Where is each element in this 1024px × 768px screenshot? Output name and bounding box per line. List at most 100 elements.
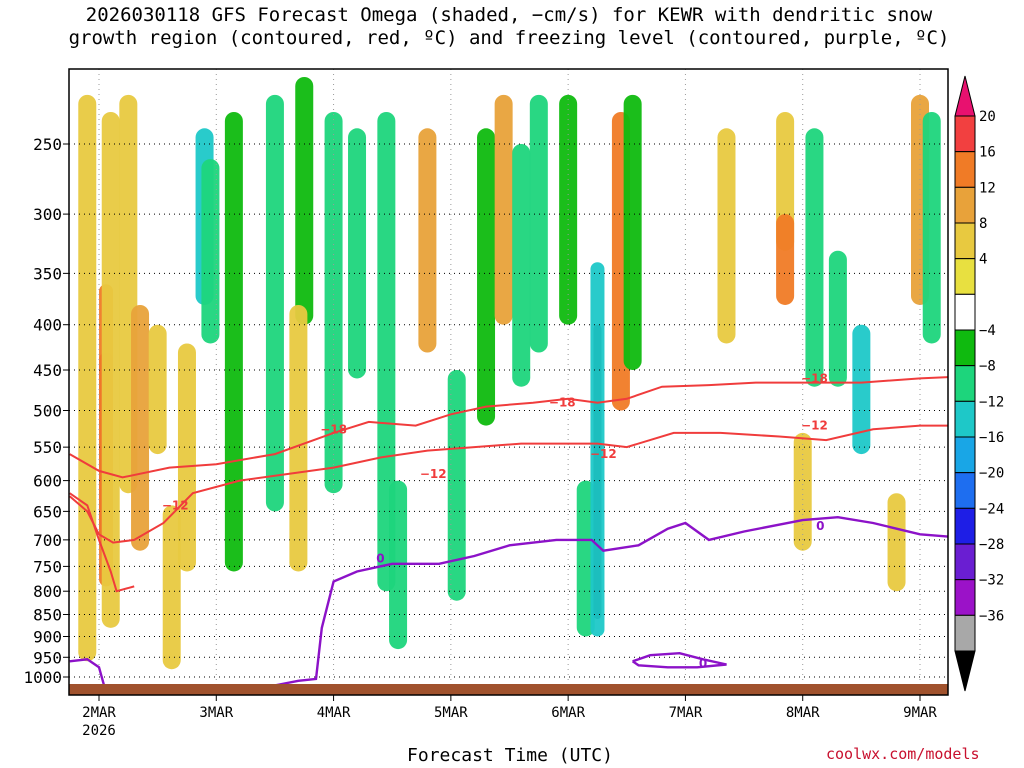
contour-label-zero: 0: [699, 656, 707, 670]
x-tick-label: 7MAR: [669, 705, 703, 721]
y-tick-label: 450: [33, 361, 62, 380]
colorbar-label: −32: [979, 573, 1004, 589]
x-year-label: 2026: [82, 723, 116, 739]
colorbar-box: [954, 258, 976, 295]
contour-lines: −12 −12 −12 −12 −18 −18 −18 0 0 0: [69, 371, 948, 689]
colorbar-box: [954, 222, 976, 260]
colorbar-box: [954, 293, 976, 331]
omega-cell: [717, 128, 736, 344]
colorbar-label: −24: [979, 501, 1004, 517]
omega-cell: [201, 159, 220, 344]
omega-cell: [805, 128, 824, 387]
colorbar-box: [954, 543, 976, 581]
title-line-1: 2026030118 GFS Forecast Omega (shaded, −…: [85, 4, 933, 26]
colorbar-label: −36: [979, 608, 1004, 624]
chart-title: 2026030118 GFS Forecast Omega (shaded, −…: [0, 4, 1018, 50]
colorbar-label: 4: [979, 252, 987, 268]
omega-cell: [922, 111, 941, 344]
omega-cell: [512, 144, 531, 387]
x-tick-label: 3MAR: [199, 705, 233, 721]
x-tick-label: 9MAR: [903, 705, 937, 721]
colorbar-label: −20: [979, 466, 1004, 482]
omega-cell: [447, 369, 466, 601]
omega-cell: [265, 94, 284, 512]
x-tick-label: 5MAR: [434, 705, 468, 721]
colorbar-box: [954, 115, 976, 153]
omega-cell: [477, 128, 496, 426]
colorbar-label: −12: [979, 394, 1004, 410]
omega-cell: [101, 111, 120, 628]
colorbar-box: [954, 507, 976, 545]
y-tick-label: 700: [33, 531, 62, 550]
omega-shading: [78, 76, 941, 670]
omega-cell: [776, 214, 795, 305]
y-tick-label: 600: [33, 472, 62, 491]
y-tick-label: 950: [33, 648, 62, 667]
contour-label-minus12: −12: [420, 467, 447, 481]
x-axis-label: Forecast Time (UTC): [407, 745, 613, 766]
omega-cell: [224, 111, 243, 572]
omega-cell: [377, 111, 396, 592]
y-tick-label: 1000: [23, 668, 62, 687]
y-tick-label: 250: [33, 135, 62, 154]
y-tick-label: 750: [33, 557, 62, 576]
contour-label-minus12: −12: [801, 419, 828, 433]
contour-freezing-a: [69, 658, 107, 689]
contour-label-minus12: −12: [590, 447, 617, 461]
contour-label-zero: 0: [816, 519, 824, 533]
x-tick-label: 4MAR: [317, 705, 351, 721]
y-tick-label: 900: [33, 627, 62, 646]
omega-cell: [177, 343, 196, 572]
colorbar-box: [954, 329, 976, 367]
omega-cell: [78, 94, 97, 662]
omega-cell: [852, 324, 871, 455]
omega-cell: [623, 94, 642, 370]
colorbar-arrow-bottom: [954, 650, 976, 692]
contour-minus12: [69, 424, 948, 544]
omega-cell: [529, 94, 548, 353]
omega-cell: [828, 250, 847, 387]
omega-cell: [887, 493, 906, 592]
colorbar-label: −28: [979, 537, 1004, 553]
x-tick-label: 8MAR: [786, 705, 820, 721]
omega-cell: [148, 324, 167, 455]
x-tick-label: 2MAR: [82, 705, 116, 721]
omega-cell: [162, 505, 181, 670]
colorbar-box: [954, 579, 976, 616]
colorbar-arrow-top: [954, 75, 976, 117]
colorbar-label: 16: [979, 145, 996, 161]
y-tick-label: 300: [33, 205, 62, 224]
colorbar: 20 16 12 8 4 −4 −8 −12 −16 −20 −24 −28 −32 −36: [954, 75, 1004, 692]
y-axis: 250 300 350 400 450 500 550 600 650 700 750 800 850 9…: [23, 135, 69, 687]
y-tick-label: 400: [33, 316, 62, 335]
colorbar-box: [954, 186, 976, 224]
contour-label-minus18: −18: [549, 396, 576, 410]
x-axis: 2MAR 3MAR 4MAR 5MAR 6MAR 7MAR 8MAR 9MAR 2026: [82, 695, 937, 739]
colorbar-box: [954, 365, 976, 402]
contour-label-minus18: −18: [801, 371, 828, 385]
omega-cell: [295, 76, 314, 325]
y-tick-label: 800: [33, 582, 62, 601]
y-tick-label: 550: [33, 438, 62, 457]
contour-label-minus18: −18: [320, 422, 347, 436]
contour-minus18: [69, 376, 948, 479]
colorbar-label: 20: [979, 109, 996, 125]
omega-cell: [418, 128, 437, 353]
source-credit: coolwx.com/models: [826, 745, 980, 763]
contour-label-minus12: −12: [162, 498, 189, 512]
omega-cell: [576, 480, 595, 637]
y-tick-label: 850: [33, 606, 62, 625]
title-line-2: growth region (contoured, red, ºC) and f…: [68, 27, 950, 49]
x-tick-label: 6MAR: [551, 705, 585, 721]
colorbar-label: −8: [979, 359, 996, 375]
contour-freezing-c: [631, 651, 727, 669]
omega-cell: [348, 128, 367, 379]
colorbar-label: −16: [979, 430, 1004, 446]
y-tick-label: 500: [33, 402, 62, 421]
omega-cell: [793, 432, 812, 551]
colorbar-box: [954, 151, 976, 188]
plot-frame: [68, 68, 949, 696]
colorbar-box: [954, 400, 976, 438]
